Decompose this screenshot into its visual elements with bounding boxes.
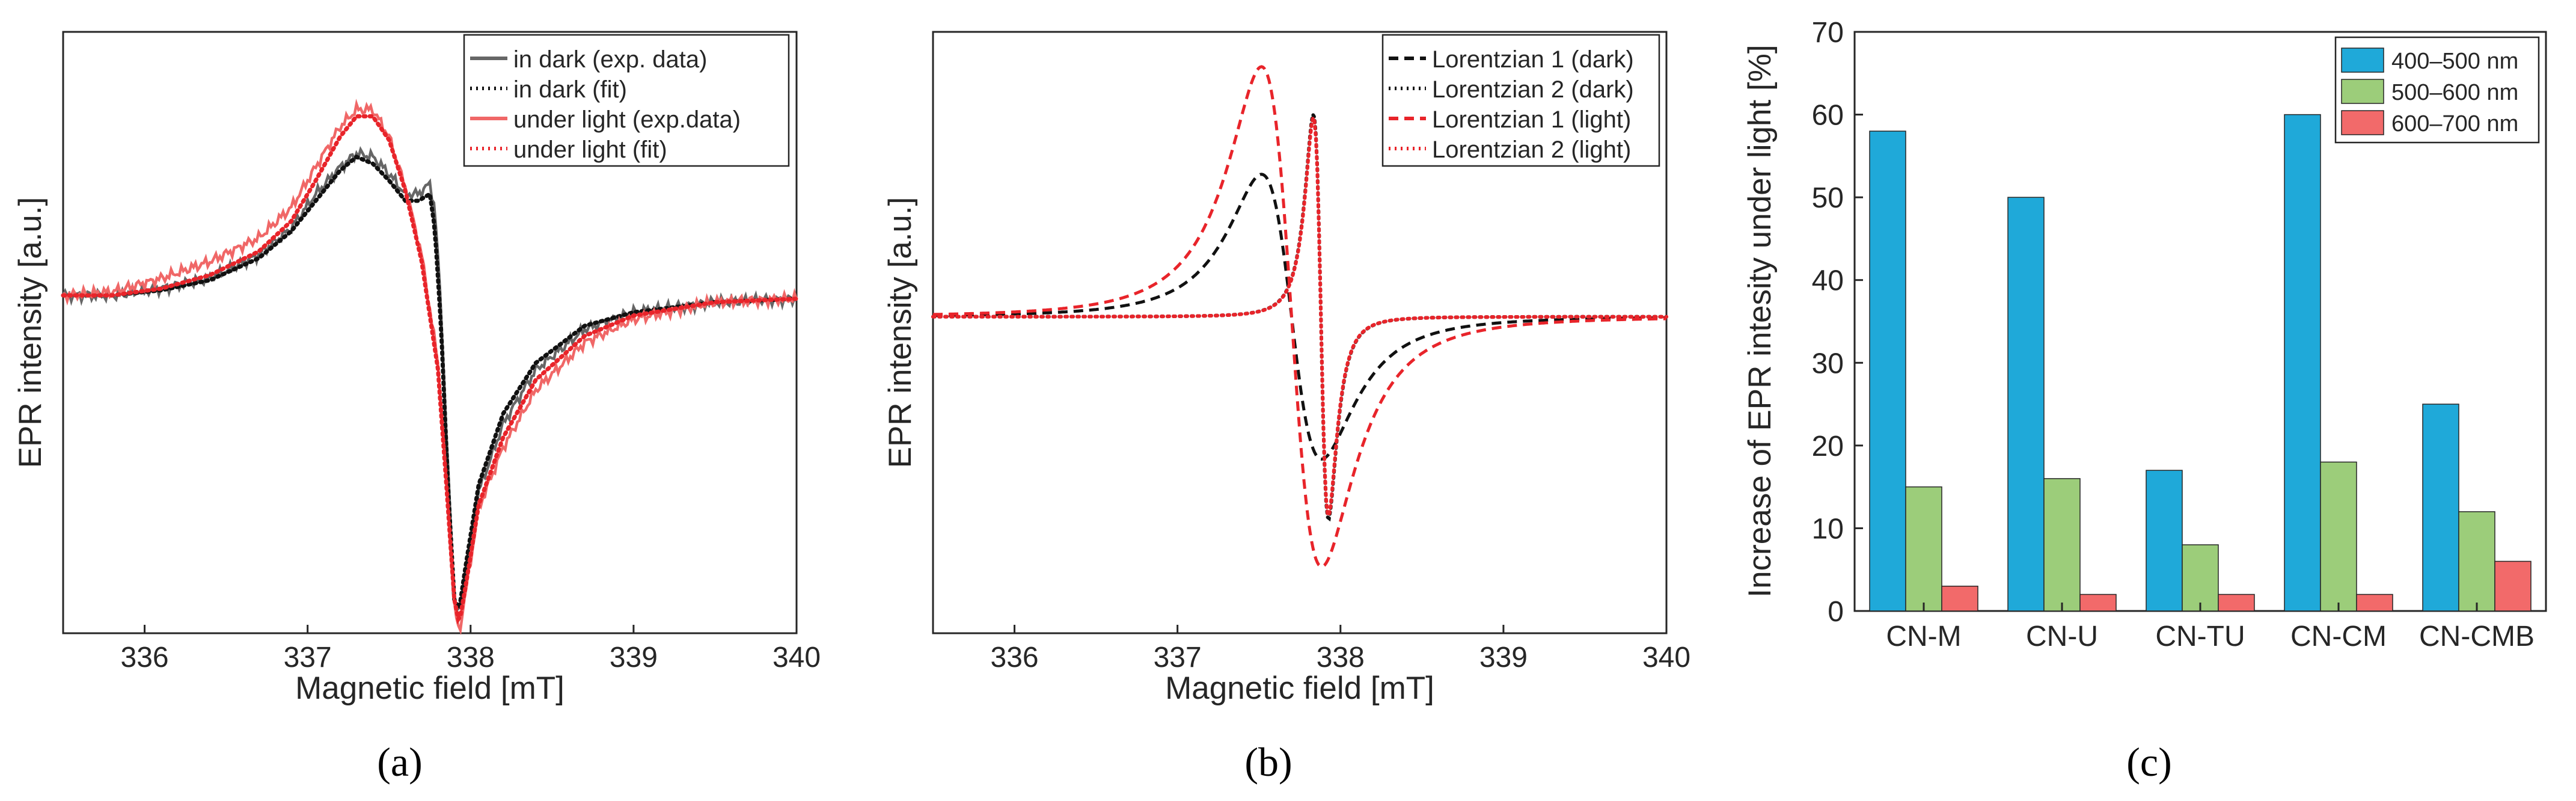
legend-entry: under light (fit)	[513, 137, 667, 163]
y-ticks: 0 10 20 30 40 50 60 70	[1812, 17, 1863, 628]
legend-entry: in dark (fit)	[513, 76, 627, 103]
panel-a: 336 337 338 339 340 Magnetic field [mT] EPR …	[13, 31, 821, 785]
legend-swatch	[2341, 48, 2384, 73]
x-tick-label: CN-TU	[2155, 621, 2245, 652]
bar	[2146, 470, 2183, 612]
legend-entry: Lorentzian 1 (dark)	[1432, 46, 1634, 73]
y-tick-label: 10	[1812, 513, 1844, 545]
legend: 400–500 nm 500–600 nm 600–700 nm	[2334, 36, 2540, 144]
y-tick-label: 70	[1812, 17, 1844, 49]
y-tick-label: 40	[1812, 265, 1844, 297]
legend-entry: 400–500 nm	[2391, 49, 2518, 74]
x-ticks: 336 337 338 339 340	[121, 625, 821, 674]
panel-b: 336 337 338 339 340 Magnetic field [mT] EPR …	[883, 31, 1690, 785]
x-tick-label: 336	[121, 642, 169, 674]
legend-entry: Lorentzian 2 (dark)	[1432, 76, 1634, 103]
legend-box	[1381, 34, 1660, 167]
legend-swatch	[2341, 110, 2384, 135]
y-tick-label: 0	[1828, 596, 1844, 628]
bar	[1869, 130, 1906, 612]
series-line	[933, 65, 1666, 569]
x-tick-label: 338	[447, 642, 495, 674]
x-tick-label: 336	[991, 642, 1039, 674]
x-tick-label: CN-CMB	[2419, 621, 2535, 652]
y-axis-label: EPR intensity [a.u.]	[883, 197, 918, 468]
panel-caption: (c)	[2126, 739, 2171, 785]
bars	[1869, 114, 2532, 612]
y-axis-label: Increase of EPR intesity under light [%]	[1742, 44, 1778, 597]
legend-swatch	[2341, 79, 2384, 104]
bar	[2007, 197, 2045, 612]
legend-box	[463, 34, 790, 167]
x-tick-label: 340	[1642, 642, 1690, 674]
legend-entry: 500–600 nm	[2391, 80, 2518, 105]
x-axis-label: Magnetic field [mT]	[295, 671, 564, 706]
series-lines	[61, 99, 799, 636]
legend: Lorentzian 1 (dark) Lorentzian 2 (dark) Lo…	[1381, 34, 1660, 167]
series-line	[61, 114, 799, 625]
x-tick-label: 339	[610, 642, 658, 674]
x-tick-label: 339	[1479, 642, 1528, 674]
y-tick-label: 30	[1812, 348, 1844, 379]
legend-entry: Lorentzian 1 (light)	[1432, 106, 1631, 133]
series-line	[931, 112, 1668, 519]
x-tick-label: CN-U	[2026, 621, 2098, 652]
panel-c: 0 10 20 30 40 50 60 70 CN-M CN-U CN-TU CN-CM CN-CMB…	[1742, 17, 2547, 785]
bar	[1905, 486, 1942, 612]
bar	[2458, 511, 2495, 612]
legend-entry: Lorentzian 2 (light)	[1432, 137, 1631, 163]
y-tick-label: 50	[1812, 182, 1844, 214]
x-tick-label: 337	[284, 642, 332, 674]
series-lines	[931, 65, 1668, 569]
bar	[2079, 594, 2117, 612]
panel-caption: (b)	[1244, 739, 1292, 785]
bar	[2320, 461, 2357, 612]
y-axis-label: EPR intensity [a.u.]	[13, 197, 48, 468]
x-tick-label: CN-CM	[2290, 621, 2387, 652]
bar	[2422, 404, 2459, 612]
bar	[2284, 114, 2321, 612]
y-tick-label: 20	[1812, 431, 1844, 462]
x-tick-label: 340	[772, 642, 821, 674]
legend-entry: in dark (exp. data)	[513, 46, 707, 73]
legend-entry: under light (exp.data)	[513, 106, 741, 133]
bar	[1941, 585, 1978, 612]
y-tick-label: 60	[1812, 100, 1844, 132]
series-line	[933, 173, 1666, 461]
legend: in dark (exp. data) in dark (fit) under li…	[463, 34, 790, 167]
bar	[2182, 544, 2219, 612]
bar	[2043, 478, 2081, 612]
x-tick-label: 337	[1154, 642, 1202, 674]
legend-entry: 600–700 nm	[2391, 111, 2518, 137]
bar	[2494, 560, 2532, 612]
x-axis-label: Magnetic field [mT]	[1165, 671, 1434, 706]
x-tick-label: 338	[1317, 642, 1365, 674]
bar	[2218, 594, 2255, 612]
x-ticks: 336 337 338 339 340	[991, 625, 1690, 674]
x-ticks: CN-M CN-U CN-TU CN-CM CN-CMB	[1886, 603, 2535, 652]
bar	[2356, 594, 2393, 612]
x-tick-label: CN-M	[1886, 621, 1961, 652]
panel-caption: (a)	[377, 739, 422, 785]
